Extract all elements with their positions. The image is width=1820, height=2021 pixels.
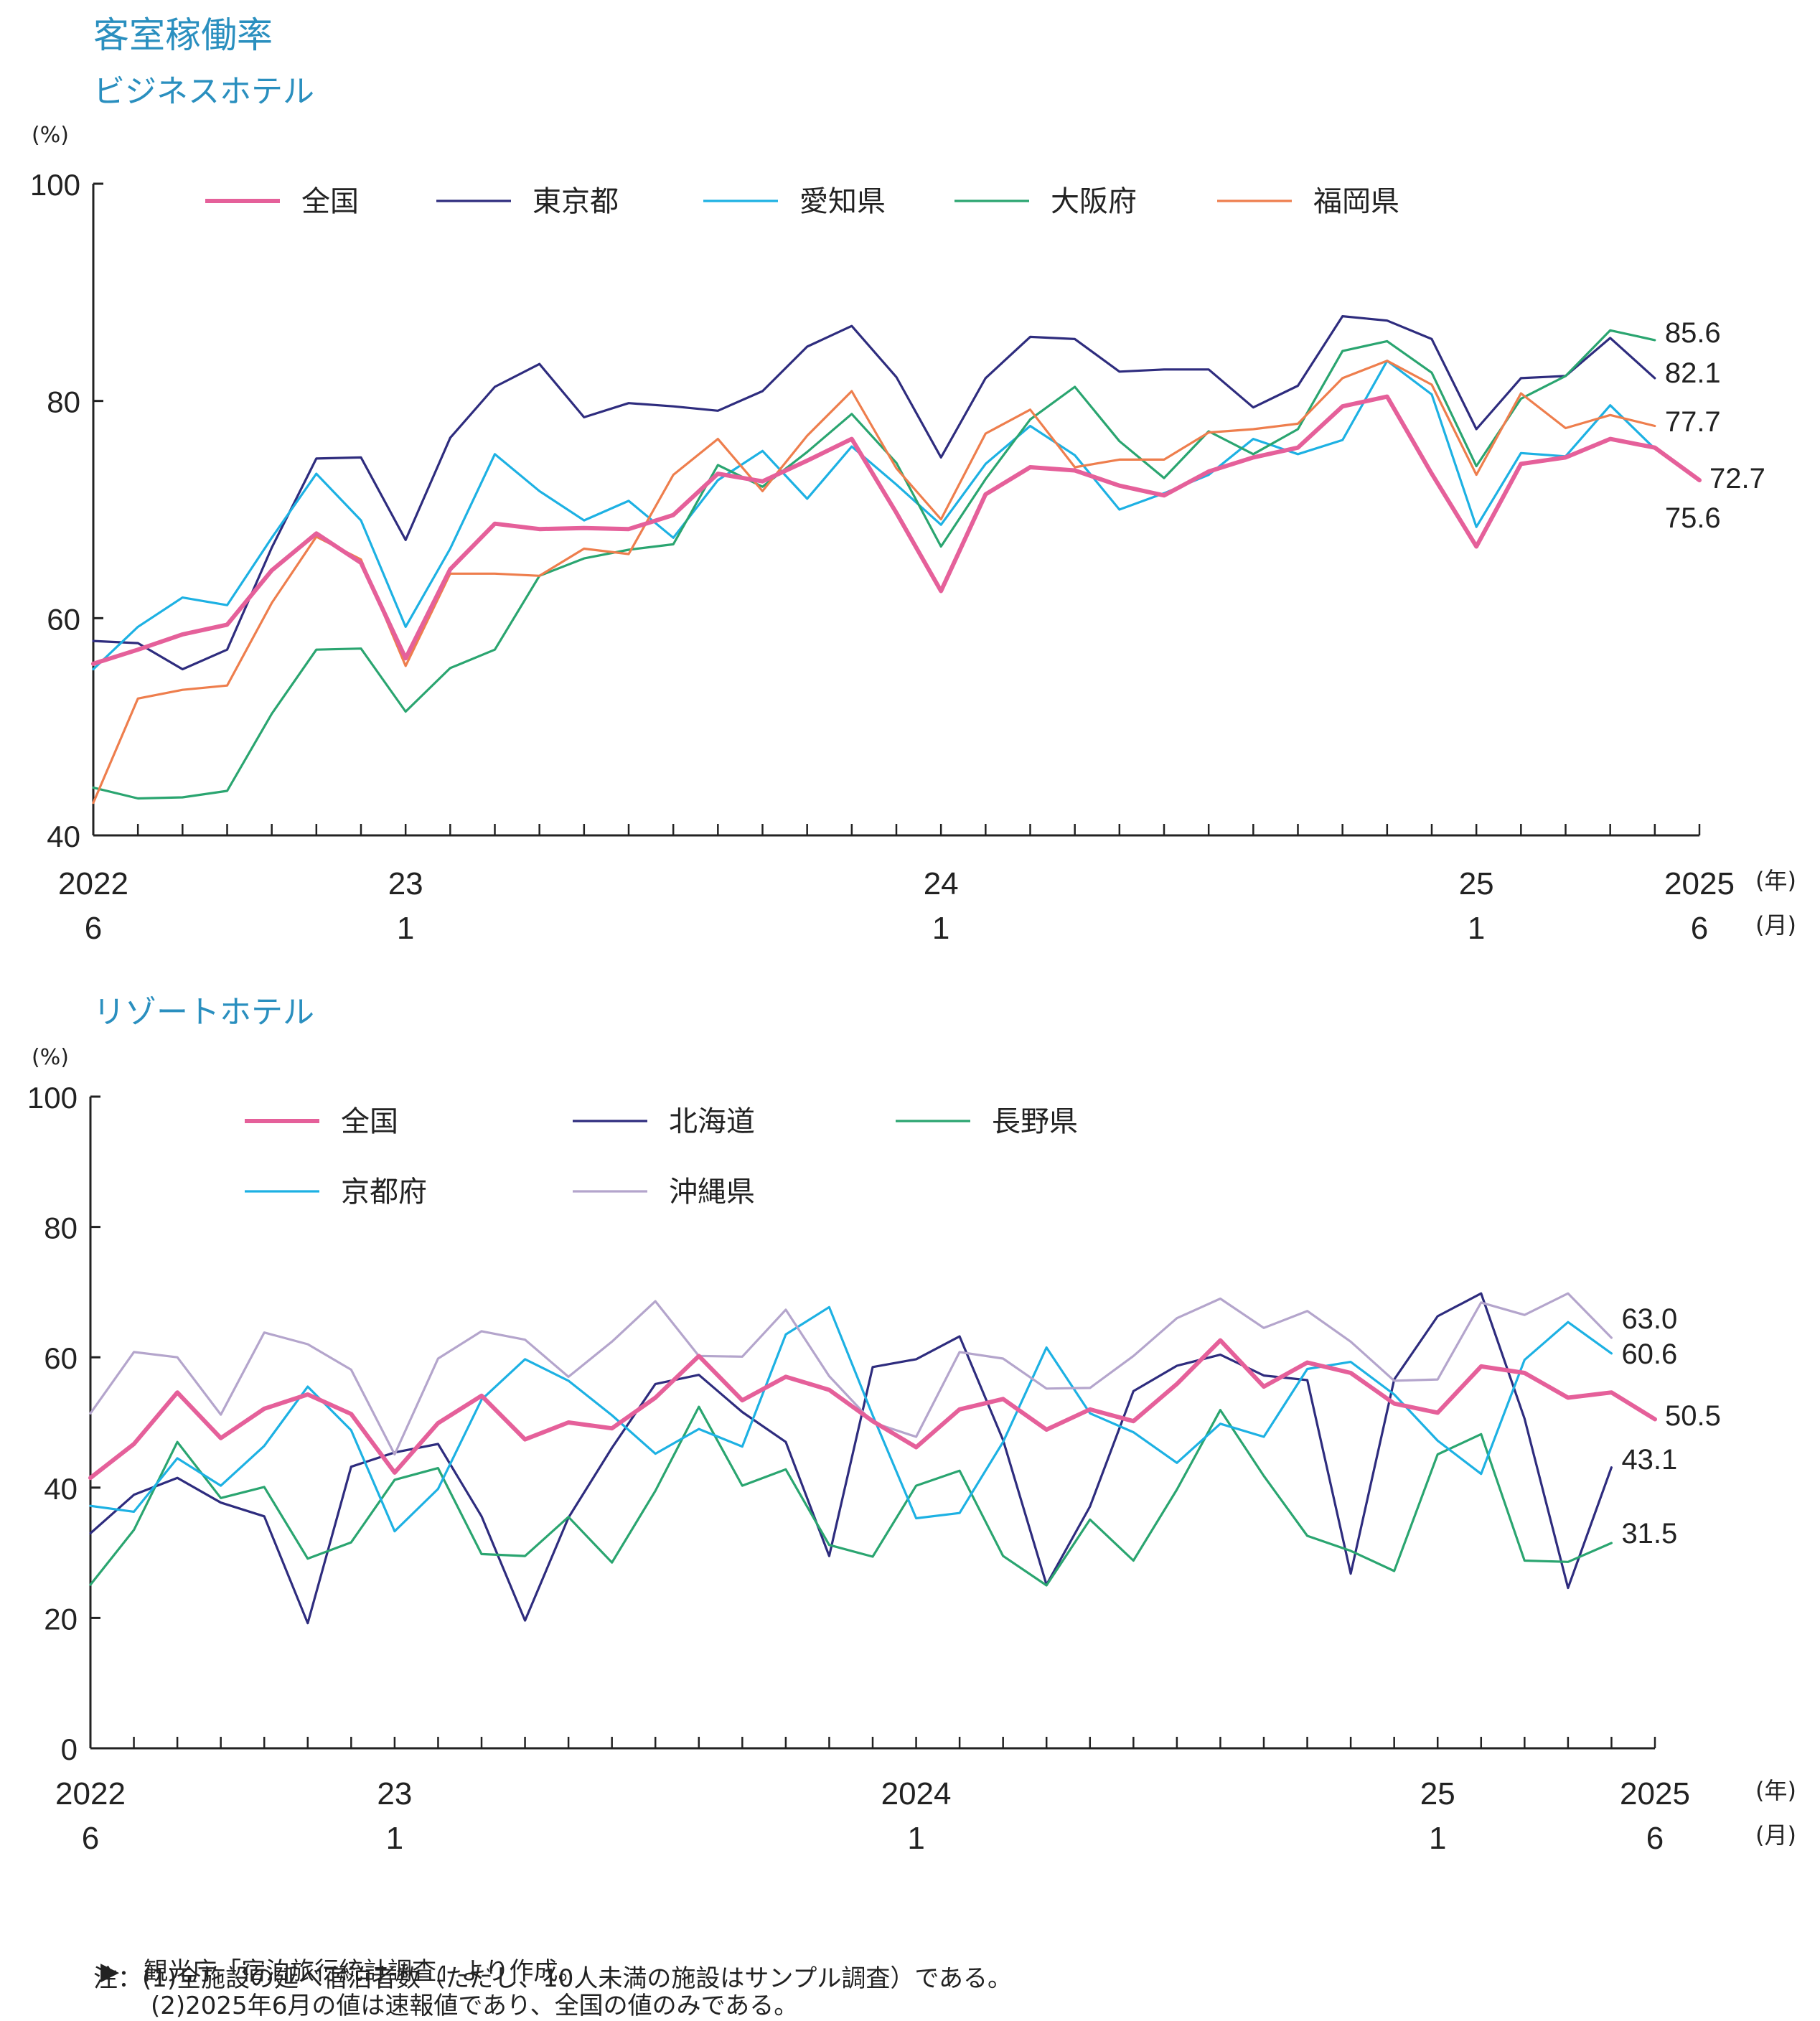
x-tick-label-year: 24 (924, 866, 959, 901)
legend-label: 愛知県 (799, 185, 886, 218)
y-tick-label: 60 (47, 602, 80, 636)
x-tick-label-year: 2025 (1620, 1776, 1690, 1811)
legend-label: 北海道 (669, 1105, 755, 1138)
y-tick-label: 40 (44, 1472, 78, 1506)
x-tick-label-month: 1 (907, 1821, 924, 1856)
series-end-label: 75.6 (1665, 502, 1721, 534)
legend-label: 全国 (341, 1105, 398, 1138)
y-tick-label: 40 (47, 820, 80, 853)
x-tick-label-month: 6 (82, 1821, 99, 1856)
y-tick-label: 100 (30, 168, 80, 202)
series-end-label: 63.0 (1621, 1303, 1677, 1335)
legend-label: 沖縄県 (669, 1176, 755, 1209)
legend-label: 東京都 (533, 185, 619, 218)
series-line-business-3 (92, 329, 1656, 800)
series-line-resort-0 (88, 1338, 1657, 1481)
x-tick-label-month: 6 (1691, 911, 1708, 946)
x-tick-label-month: 1 (386, 1821, 403, 1856)
x-axis-month-unit: (月) (1755, 1821, 1796, 1849)
series-end-label: 31.5 (1621, 1518, 1677, 1549)
series-end-label: 72.7 (1709, 463, 1765, 494)
resort-hotel-panel: リゾートホテル (%) 0 20 40 60 80 100 2022 6 23 1 2024 1 25 1 20… (27, 994, 1796, 1856)
chart-subtitle: リゾートホテル (93, 994, 314, 1031)
chart-subtitle: ビジネスホテル (93, 73, 314, 110)
series-line-resort-3 (89, 1305, 1613, 1533)
series-end-label: 85.6 (1665, 317, 1721, 349)
business-hotel-panel: ビジネスホテル (%) 40 60 80 100 2022 6 23 1 24 1 25 1 2025 6 (年… (30, 73, 1796, 946)
y-tick-label: 0 (61, 1732, 78, 1766)
y-axis-unit: (%) (32, 1045, 69, 1070)
legend-label: 京都府 (341, 1176, 427, 1209)
x-tick-label-year: 2024 (881, 1776, 952, 1811)
legend-label: 福岡県 (1313, 185, 1399, 218)
x-tick-label-month: 1 (397, 911, 414, 946)
series-line-business-2 (92, 360, 1656, 671)
y-tick-label: 100 (27, 1081, 78, 1115)
x-tick-label-year: 2025 (1664, 866, 1735, 901)
x-tick-label-month: 1 (1468, 911, 1485, 946)
x-tick-label-year: 2022 (55, 1776, 126, 1811)
x-tick-label-year: 2022 (58, 866, 128, 901)
y-tick-label: 80 (47, 385, 80, 419)
x-axis-month-unit: (月) (1755, 911, 1796, 939)
note-2: (2)2025年6月の値は速報値であり、全国の値のみである。 (151, 1992, 798, 2020)
series-end-label: 50.5 (1665, 1400, 1721, 1432)
series-line-resort-1 (89, 1292, 1613, 1625)
x-axis-year-unit: (年) (1755, 1777, 1796, 1804)
series-line-resort-4 (89, 1292, 1613, 1456)
source-note: ▶ 観光庁「宿泊旅行統計調査」より作成。 (100, 1957, 582, 1986)
x-tick-label-month: 1 (932, 911, 949, 946)
x-tick-label-year: 23 (388, 866, 423, 901)
series-line-resort-2 (89, 1405, 1613, 1587)
x-tick-label-year: 25 (1420, 1776, 1455, 1811)
x-tick-label-year: 25 (1459, 866, 1494, 901)
x-tick-label-year: 23 (377, 1776, 412, 1811)
series-end-label: 82.1 (1665, 357, 1721, 389)
series-end-label: 77.7 (1665, 406, 1721, 438)
y-tick-label: 60 (44, 1341, 78, 1375)
legend-label: 長野県 (992, 1105, 1078, 1138)
series-end-label: 60.6 (1621, 1338, 1677, 1370)
x-tick-label-month: 6 (1646, 1821, 1664, 1856)
page-title: 客室稼働率 (93, 14, 273, 56)
y-tick-label: 80 (44, 1211, 78, 1245)
series-end-label: 43.1 (1621, 1444, 1677, 1476)
legend-label: 全国 (301, 185, 359, 218)
legend-label: 大阪府 (1051, 185, 1137, 218)
series-line-business-1 (92, 315, 1656, 671)
y-axis-unit: (%) (32, 123, 69, 148)
series-line-business-4 (92, 360, 1656, 805)
y-tick-label: 20 (44, 1602, 78, 1636)
x-tick-label-month: 1 (1429, 1821, 1446, 1856)
series-line-business-0 (91, 394, 1702, 666)
x-axis-year-unit: (年) (1755, 867, 1796, 894)
note-1: 注：(1)全施設の延べ宿泊者数（ただし、10人未満の施設はサンプル調査）である。 (93, 1964, 1012, 1993)
x-tick-label-month: 6 (85, 911, 102, 946)
